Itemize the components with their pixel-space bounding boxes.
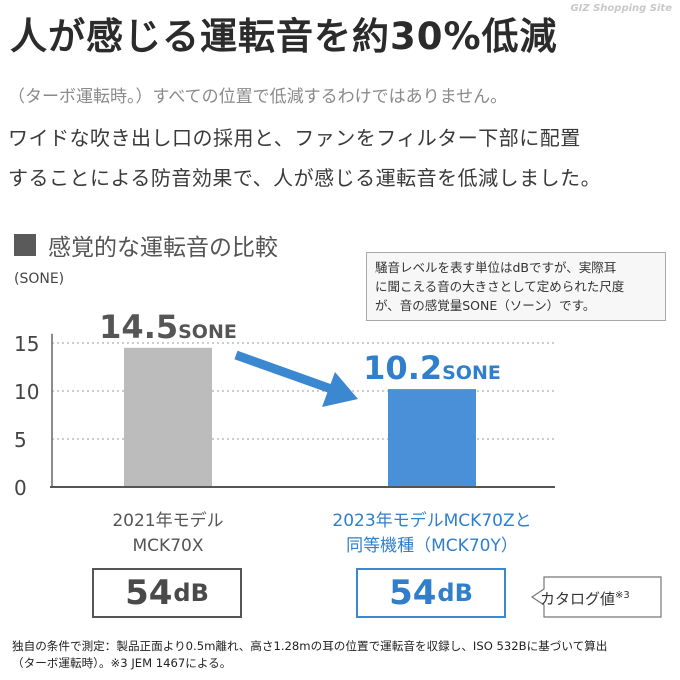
sone-bar-chart: 0 5 10 15 14.5SONE 10.2SONE 2021年モデル MCK70X 2023… [14,308,555,556]
catalog-label: カタログ値※3 [540,588,630,609]
y-tick-0: 0 [14,476,27,500]
explanation-line-2: に聞こえる音の大きさとして定められた尺度 [375,279,625,294]
footnote: 独自の条件で測定：製品正面より0.5m離れ、高さ1.28mの耳の位置で運転音を収… [12,638,607,672]
db-box-new-model: 54 dB [356,568,506,618]
bar-0 [124,347,212,487]
db-unit-old: dB [173,579,209,607]
bar-value-label-0: 14.5SONE [99,308,237,346]
category-label-1-1: 同等機種（MCK70Y） [346,536,518,556]
lead-line-2: することによる防音効果で、人が感じる運転音を低減しました。 [8,166,602,190]
footnote-line-1: 独自の条件で測定：製品正面より0.5m離れ、高さ1.28mの耳の位置で運転音を収… [12,639,608,653]
decrease-arrow-shaft [234,350,336,395]
page-title: 人が感じる運転音を約30%低減 [10,15,558,58]
sone-explanation-box: 騒音レベルを表す単位はdBですが、実際耳 に聞こえる音の大きさとして定められた尺… [366,252,666,321]
catalog-text: カタログ値 [540,590,616,608]
y-tick-15: 15 [14,332,39,356]
square-bullet-icon [14,234,36,256]
section-title: 感覚的な運転音の比較 [48,235,278,261]
explanation-line-1: 騒音レベルを表す単位はdBですが、実際耳 [375,260,617,275]
section-heading: 感覚的な運転音の比較 [14,228,278,262]
category-label-0-0: 2021年モデル [112,510,223,531]
db-value-old: 54 [125,573,173,613]
y-tick-10: 10 [14,380,39,404]
catalog-callout [530,576,662,618]
db-value-new: 54 [389,573,437,613]
catalog-footnote-mark: ※3 [615,590,630,601]
bar-1 [388,389,476,487]
y-axis-unit: (SONE) [14,271,65,287]
turbo-note: （ターボ運転時。）すべての位置で低減するわけではありません。 [8,87,508,107]
category-label-0-1: MCK70X [133,536,204,556]
bar-value-label-1: 10.2SONE [363,349,501,387]
y-tick-5: 5 [14,428,27,452]
explanation-line-3: が、音の感覚量SONE（ソーン）です。 [375,298,596,313]
footnote-line-2: （ターボ運転時）。※3 JEM 1467による。 [12,656,232,670]
db-box-old-model: 54 dB [92,568,242,618]
db-unit-new: dB [437,579,473,607]
decrease-arrow-icon [322,372,358,407]
category-label-1-0: 2023年モデルMCK70Zと [332,510,531,531]
watermark: GIZ Shopping Site [570,3,672,14]
lead-line-1: ワイドな吹き出し口の採用と、ファンをフィルター下部に配置 [8,126,581,150]
